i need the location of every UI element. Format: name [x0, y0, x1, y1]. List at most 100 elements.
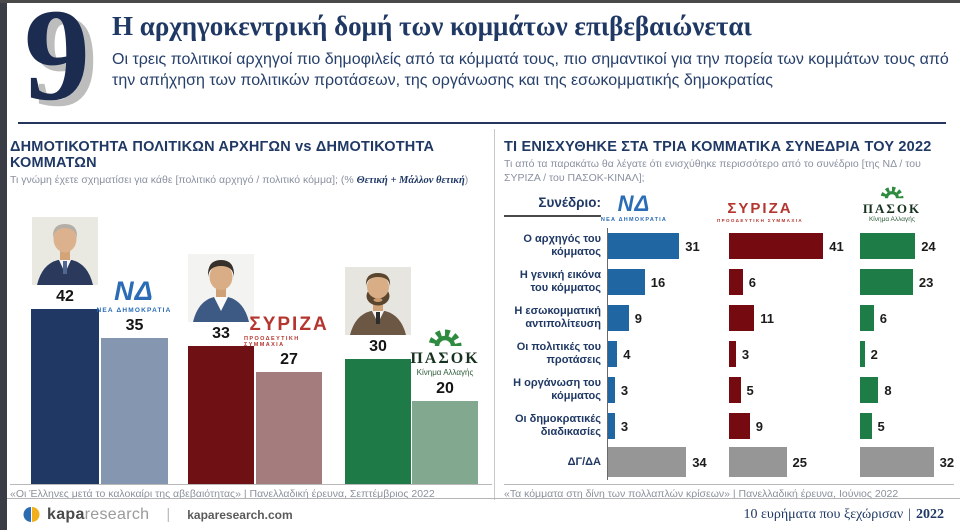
nd-bar: [608, 233, 680, 259]
left-panel-subtitle: Τι γνώμη έχετε σχηματίσει για κάθε [πολι…: [10, 174, 492, 188]
pasok-party-bar: [412, 401, 478, 485]
syriza-bar: [729, 341, 736, 367]
congress-panel: ΤΙ ΕΝΙΣΧΥΘΗΚΕ ΣΤΑ ΤΡΙΑ ΚΟΜΜΑΤΙΚΑ ΣΥΝΕΔΡΙ…: [504, 131, 954, 500]
pasok-logo: ΠΑΣΟΚ Κίνημα Αλλαγής: [402, 324, 488, 377]
nd-bar: [608, 447, 687, 477]
nd-bar: [608, 413, 615, 439]
pasok-logo-text: ΠΑΣΟΚ: [410, 350, 480, 367]
row-label: Ο αρχηγός του κόμματος: [523, 233, 601, 258]
syriza-track: 9: [729, 408, 857, 444]
nd-track: 3: [607, 408, 726, 444]
pasok-value: 24: [921, 238, 936, 254]
header-divider: [18, 122, 946, 124]
left-panel-source: «Οι Έλληνες μετά το καλοκαίρι της αβεβαι…: [10, 484, 492, 500]
pasok-value: 8: [884, 382, 892, 398]
row-label: Η γενική εικόνα του κόμματος: [519, 269, 601, 294]
nd-logo-small: ΝΔ ΝΕΑ ΔΗΜΟΚΡΑΤΙΑ: [589, 183, 679, 224]
syriza-track: 11: [729, 300, 857, 336]
page-subtitle: Οι τρεις πολιτικοί αρχηγοί πιο δημοφιλεί…: [112, 51, 949, 90]
syriza-bar: [729, 233, 824, 259]
brand-name: kaparesearch: [47, 506, 149, 524]
report-title-text: 10 ευρήματα που ξεχώρισαν: [743, 506, 904, 522]
pasok-track: 24: [860, 228, 956, 264]
pasok-track: 32: [860, 444, 956, 480]
syriza-track: 6: [729, 264, 857, 300]
nd-bar: [608, 269, 645, 295]
nd-bar: [608, 341, 618, 367]
nd-logo: ΝΔ ΝΕΑ ΔΗΜΟΚΡΑΤΙΑ: [92, 278, 176, 315]
syriza-bar: [729, 377, 741, 403]
pasok-track: 2: [860, 336, 956, 372]
pasok-bar: [860, 377, 879, 403]
syriza-party-bar: [256, 371, 322, 485]
androulakis-photo: [345, 267, 411, 335]
syriza-logo-caption: ΠΡΟΟΔΕΥΤΙΚΗ ΣΥΜΜΑΧΙΑ: [244, 335, 300, 348]
syriza-track: 3: [729, 336, 857, 372]
syriza-value: 9: [755, 418, 763, 434]
chart-row-dk-na: ΔΓ/ΔΑ 34 25 32: [504, 444, 954, 480]
chart-row-leader: Ο αρχηγός του κόμματος 31 41 24: [504, 228, 954, 264]
pasok-track: 8: [860, 372, 956, 408]
syriza-logo-text: ΣΥΡΙΖΑ: [249, 313, 329, 335]
brand-bold: kapa: [47, 505, 85, 523]
report-year: 2022: [916, 506, 944, 522]
chart-row-opposition: Η εσωκομματική αντιπολίτευση 9 11 6: [504, 300, 954, 336]
nd-logo-mark: ΝΔ: [617, 191, 651, 216]
syriza-value: 5: [746, 382, 754, 398]
nd-value: 9: [634, 310, 642, 326]
pasok-logo-caption: Κίνημα Αλλαγής: [416, 368, 474, 377]
androulakis-photo-image: [345, 267, 411, 335]
syriza-value: 3: [741, 346, 750, 362]
syriza-track: 5: [729, 372, 857, 408]
syriza-party-value: 27: [280, 350, 298, 368]
pasok-leader-bar: [345, 359, 411, 485]
pasok-leader-value: 30: [369, 338, 387, 355]
row-label: Οι δημοκρατικές διαδικασίες: [515, 413, 601, 438]
nd-track: 31: [607, 228, 726, 264]
pasok-logo-text: ΠΑΣΟΚ: [862, 201, 922, 216]
syriza-bar: [729, 413, 750, 439]
syriza-bar: [729, 269, 743, 295]
nd-logo-caption: ΝΕΑ ΔΗΜΟΚΡΑΤΙΑ: [96, 307, 172, 314]
pasok-track: 23: [860, 264, 956, 300]
leaders-vs-parties-chart: 42 ΝΔ ΝΕΑ ΔΗΜΟΚΡΑΤΙΑ 35 33: [10, 193, 492, 485]
syriza-value: 25: [792, 454, 807, 470]
syriza-leader-value: 33: [212, 325, 230, 343]
report-title: 10 ευρήματα που ξεχώρισαν | 2022: [744, 507, 944, 523]
kapa-research-logo-icon: [23, 507, 40, 522]
row-label: Οι πολιτικές του προτάσεις: [516, 341, 601, 366]
congress-chart: Ο αρχηγός του κόμματος 31 41 24 Η γενική…: [504, 228, 954, 480]
syriza-logo: ΣΥΡΙΖΑ ΠΡΟΟΔΕΥΤΙΚΗ ΣΥΜΜΑΧΙΑ: [244, 315, 334, 348]
nd-value: 4: [623, 346, 631, 362]
mitsotakis-photo-image: [32, 216, 98, 285]
page-title: Η αρχηγοκεντρική δομή των κομμάτων επιβε…: [112, 11, 752, 41]
chart-row-democratic: Οι δημοκρατικές διαδικασίες 3 9 5: [504, 408, 954, 444]
nd-party-bar: [101, 338, 168, 485]
nd-track: 4: [607, 336, 726, 372]
kapa-research-brand: kaparesearch | kaparesearch.com: [23, 506, 293, 524]
syriza-leader-bar: [188, 346, 254, 485]
left-panel-title: ΔΗΜΟΤΙΚΟΤΗΤΑ ΠΟΛΙΤΙΚΩΝ ΑΡΧΗΓΩΝ vs ΔΗΜΟΤΙ…: [10, 139, 435, 171]
right-panel-source: «Τα κόμματα στη δίνη των πολλαπλών κρίσε…: [504, 484, 954, 500]
syriza-bar: [729, 447, 787, 477]
tsipras-photo-image: [188, 254, 254, 323]
nd-track: 16: [607, 264, 726, 300]
chart-row-organisation: Η οργάνωση του κόμματος 3 5 8: [504, 372, 954, 408]
syriza-value: 41: [829, 238, 844, 254]
row-label: Η εσωκομματική αντιπολίτευση: [514, 305, 601, 330]
pasok-party-value: 20: [436, 380, 454, 397]
nd-leader-value: 42: [56, 287, 74, 305]
nd-value: 34: [692, 454, 707, 470]
nd-value: 31: [685, 238, 700, 254]
right-panel-title: ΤΙ ΕΝΙΣΧΥΘΗΚΕ ΣΤΑ ΤΡΙΑ ΚΟΜΜΑΤΙΚΑ ΣΥΝΕΔΡΙ…: [504, 139, 932, 155]
pasok-bar: [860, 413, 872, 439]
nd-track: 34: [607, 444, 726, 480]
syriza-logo-caption: ΠΡΟΟΔΕΥΤΙΚΗ ΣΥΜΜΑΧΙΑ: [716, 218, 804, 223]
brand-light: research: [84, 505, 150, 523]
syriza-bar: [729, 305, 755, 331]
nd-value: 16: [650, 274, 666, 290]
pasok-logo-caption: Κίνημα Αλλαγής: [868, 216, 916, 223]
pasok-track: 5: [860, 408, 956, 444]
header: Η αρχηγοκεντρική δομή των κομμάτων επιβε…: [112, 11, 950, 91]
